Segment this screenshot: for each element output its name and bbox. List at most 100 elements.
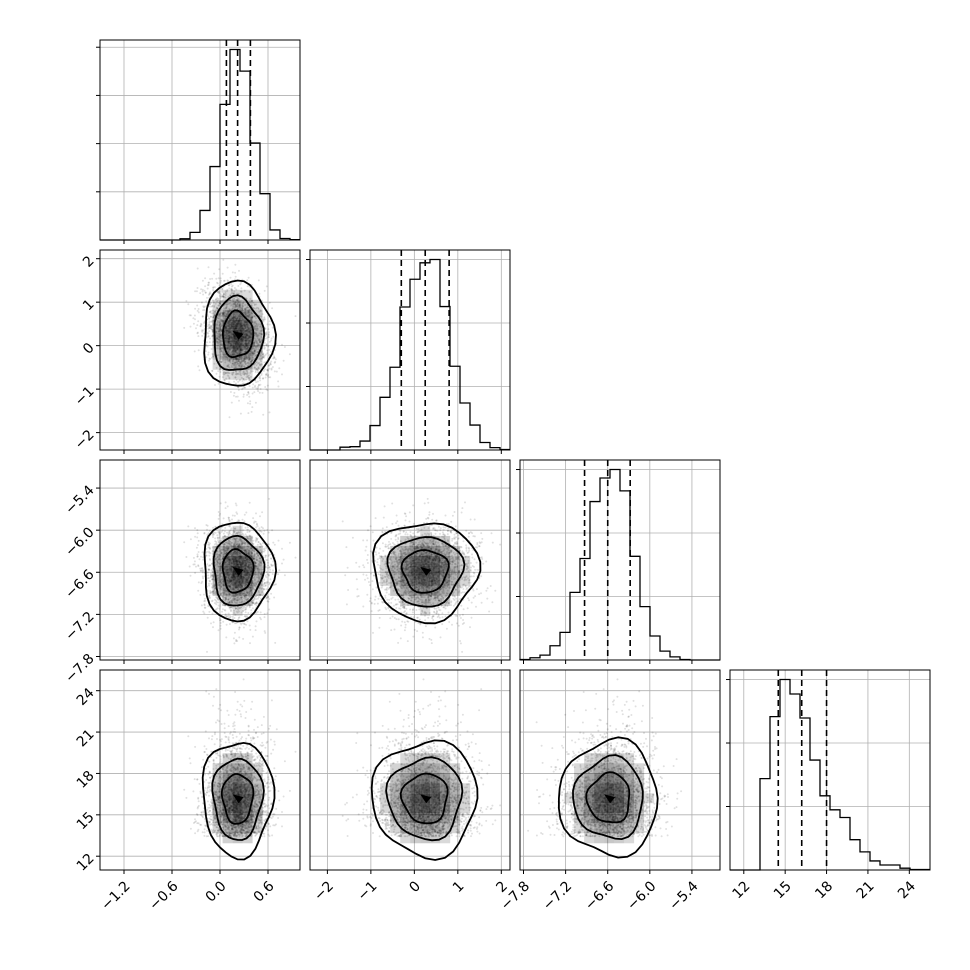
sample-point xyxy=(248,379,251,382)
sample-point xyxy=(273,361,276,364)
sample-point xyxy=(207,266,210,269)
sample-point xyxy=(208,327,211,329)
histogram-step xyxy=(310,258,510,451)
sample-point xyxy=(219,605,222,608)
sample-point xyxy=(259,515,261,518)
sample-point xyxy=(283,574,286,577)
sample-point xyxy=(185,300,188,302)
sample-point xyxy=(233,290,236,293)
sample-point xyxy=(210,312,213,315)
sample-point xyxy=(234,263,237,266)
sample-point xyxy=(273,370,276,373)
sample-point xyxy=(272,335,275,338)
sample-point xyxy=(266,573,269,576)
sample-point xyxy=(244,362,247,365)
sample-point xyxy=(197,589,200,592)
sample-point xyxy=(213,272,216,275)
sample-point xyxy=(242,607,245,610)
sample-point xyxy=(223,307,226,310)
sample-point xyxy=(247,276,250,279)
sample-point xyxy=(263,341,266,344)
sample-point xyxy=(242,626,245,629)
sample-point xyxy=(259,530,262,533)
sample-point xyxy=(208,579,211,582)
sample-point xyxy=(206,563,209,566)
sample-point xyxy=(233,631,236,634)
sample-point xyxy=(222,312,224,315)
sample-point xyxy=(208,324,211,326)
sample-point xyxy=(218,375,221,378)
sample-point xyxy=(230,609,232,611)
histogram-panel-2 xyxy=(306,249,511,451)
sample-point xyxy=(233,311,236,314)
sample-point xyxy=(203,289,206,292)
sample-point xyxy=(217,370,220,373)
sample-point xyxy=(262,585,265,588)
sample-point xyxy=(255,347,258,350)
sample-point xyxy=(238,399,240,402)
sample-point xyxy=(254,320,257,323)
sample-point xyxy=(266,384,269,387)
sample-point xyxy=(281,547,283,550)
sample-point xyxy=(219,512,222,515)
sample-point xyxy=(200,604,203,607)
sample-point xyxy=(217,539,220,542)
sample-point xyxy=(265,571,268,574)
sample-point xyxy=(264,631,267,634)
sample-point xyxy=(232,637,235,640)
sample-point xyxy=(233,287,236,289)
sample-point xyxy=(240,357,243,360)
sample-point xyxy=(270,564,273,567)
sample-point xyxy=(210,320,213,323)
sample-point xyxy=(209,552,212,555)
sample-point xyxy=(278,569,281,572)
sample-point xyxy=(248,606,251,609)
sample-point xyxy=(197,335,200,338)
sample-point xyxy=(209,590,212,592)
sample-point xyxy=(241,380,244,382)
sample-point xyxy=(208,317,210,320)
sample-point xyxy=(267,531,270,534)
sample-point xyxy=(231,615,234,618)
sample-point xyxy=(244,355,247,357)
sample-point xyxy=(189,574,192,577)
sample-point xyxy=(208,330,211,333)
sample-point xyxy=(228,416,231,419)
sample-point xyxy=(219,277,222,280)
sample-point xyxy=(226,371,229,374)
sample-point xyxy=(195,565,197,568)
panel-3-1 xyxy=(99,459,301,661)
sample-point xyxy=(263,612,266,615)
sample-point xyxy=(266,369,269,372)
sample-point xyxy=(269,363,272,366)
sample-point xyxy=(271,573,274,575)
sample-point xyxy=(254,333,257,336)
sample-point xyxy=(268,348,271,351)
sample-point xyxy=(212,315,215,318)
sample-point xyxy=(262,377,265,380)
sample-point xyxy=(248,530,251,533)
sample-point xyxy=(206,650,208,653)
sample-point xyxy=(233,380,236,383)
sample-point xyxy=(217,332,220,335)
sample-point xyxy=(209,337,211,340)
sample-point xyxy=(241,317,244,320)
sample-point xyxy=(217,382,220,385)
density-cell xyxy=(232,299,243,310)
sample-point xyxy=(195,327,197,330)
sample-point xyxy=(255,537,258,539)
sample-point xyxy=(213,286,216,289)
sample-point xyxy=(204,277,207,280)
sample-point xyxy=(217,277,220,280)
sample-point xyxy=(258,341,261,344)
sample-point xyxy=(207,574,210,577)
sample-point xyxy=(271,307,274,310)
sample-point xyxy=(274,358,277,361)
sample-point xyxy=(203,600,206,603)
sample-point xyxy=(214,384,216,386)
sample-point xyxy=(262,413,265,416)
sample-point xyxy=(202,593,205,596)
sample-point xyxy=(263,346,266,349)
sample-point xyxy=(234,622,236,625)
sample-point xyxy=(206,315,209,318)
